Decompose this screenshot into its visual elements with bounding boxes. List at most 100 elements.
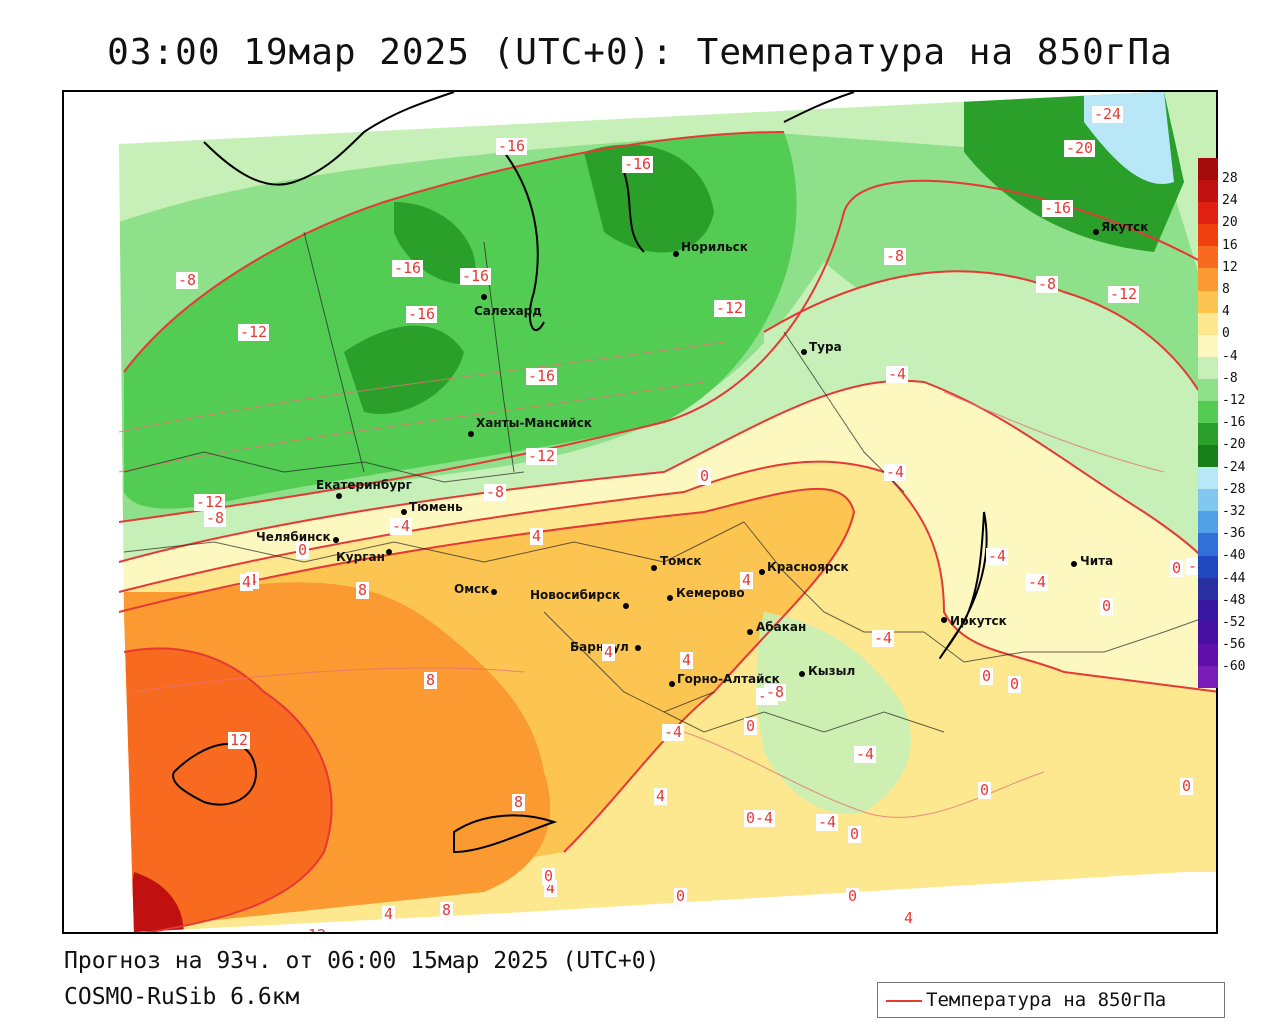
isotherm-label: -4	[816, 813, 839, 831]
colorbar-swatch	[1198, 665, 1218, 689]
colorbar-tick-label: -56	[1222, 637, 1246, 653]
isotherm-label: 0	[296, 541, 310, 559]
colorbar-tick-label: -36	[1222, 526, 1246, 542]
isotherm-label: 4	[740, 571, 754, 589]
colorbar-swatch	[1198, 621, 1218, 645]
isotherm-label: -16	[526, 367, 558, 385]
city-label: Тюмень	[409, 500, 463, 514]
colorbar-swatch	[1198, 246, 1218, 269]
isotherm-label: -4	[886, 365, 909, 383]
colorbar-swatch	[1198, 533, 1218, 556]
colorbar-tick-label: -52	[1222, 615, 1246, 630]
city-label: Курган	[336, 550, 385, 564]
city-label: Абакан	[756, 620, 807, 634]
city-label: Челябинск	[256, 530, 331, 544]
colorbar-tick-label: 0	[1222, 326, 1230, 342]
isotherm-label: 0	[1170, 559, 1184, 577]
colorbar-tick-label: -20	[1222, 437, 1246, 453]
isotherm-label: -24	[1092, 105, 1124, 123]
isotherm-label: -16	[406, 305, 438, 323]
isotherm-label: -4	[872, 629, 895, 647]
isotherm-label: -4	[390, 517, 413, 535]
isotherm-label: 0	[848, 825, 862, 843]
isotherm-label: 0	[1180, 777, 1194, 795]
colorbar-tick-label: 20	[1222, 215, 1238, 231]
city-label: Екатеринбург	[316, 478, 412, 492]
temperature-field	[119, 92, 1216, 932]
city-label: Барнаул	[570, 640, 629, 654]
colorbar-swatch	[1198, 489, 1218, 512]
isotherm-label: 8	[512, 793, 526, 811]
colorbar-tick-label: -40	[1222, 548, 1246, 564]
colorbar-tick-label: 4	[1222, 304, 1230, 320]
map-legend: Температура на 850гПа	[877, 982, 1225, 1018]
isotherm-label: -12	[714, 299, 746, 317]
city-label: Норильск	[681, 240, 748, 254]
isotherm-label: -20	[1064, 139, 1096, 157]
colorbar-swatch	[1198, 356, 1218, 380]
colorbar-swatch	[1198, 577, 1218, 601]
colorbar-tick-label: 16	[1222, 237, 1238, 253]
isotherm-label: 12	[228, 731, 251, 749]
isotherm-label: 4	[530, 527, 544, 545]
isotherm-label: -16	[460, 267, 492, 285]
colorbar-swatch	[1198, 202, 1218, 225]
city-label: Ханты-Мансийск	[476, 416, 592, 430]
colorbar-swatch	[1198, 378, 1218, 402]
forecast-info: Прогноз на 93ч. от 06:00 15мар 2025 (UTC…	[64, 948, 660, 974]
isotherm-label: 0-4	[744, 809, 776, 827]
isotherm-label: 0	[744, 717, 758, 735]
isotherm-label: -8	[176, 271, 199, 289]
isotherm-label: -8	[884, 247, 907, 265]
city-label: Красноярск	[767, 560, 849, 574]
colorbar-tick-label: -44	[1222, 570, 1246, 586]
colorbar-tick-label: -48	[1222, 592, 1246, 608]
isotherm-label: -16	[622, 155, 654, 173]
colorbar-swatch	[1198, 268, 1218, 291]
city-label: Салехард	[474, 304, 542, 318]
colorbar-swatch	[1198, 158, 1218, 181]
colorbar-tick-label: -24	[1222, 459, 1246, 475]
colorbar-swatch	[1198, 555, 1218, 579]
colorbar-swatch	[1198, 180, 1218, 203]
colorbar-tick-label: -32	[1222, 504, 1246, 519]
isotherm-label: -8	[1036, 275, 1059, 293]
colorbar-swatch	[1198, 400, 1218, 424]
colorbar-tick-label: -60	[1222, 659, 1246, 675]
city-label: Новосибирск	[530, 588, 621, 602]
city-label: Тура	[809, 340, 842, 354]
colorbar-tick-label: -4	[1222, 348, 1238, 364]
colorbar-swatch	[1198, 643, 1218, 667]
isotherm-label: -12	[526, 447, 558, 465]
colorbar-tick-label: -16	[1222, 415, 1246, 431]
city-label: Омск	[454, 582, 490, 596]
isotherm-label: -4	[1026, 573, 1049, 591]
city-label: Кемерово	[676, 586, 745, 600]
colorbar-swatch	[1198, 224, 1218, 247]
isotherm-label: -8	[484, 483, 507, 501]
model-name: COSMO-RuSib 6.6км	[64, 984, 300, 1010]
city-markers	[333, 229, 1099, 687]
isotherm-label: -4	[884, 463, 907, 481]
isotherm-label: 0	[542, 867, 556, 885]
isotherm-label: 8	[424, 671, 438, 689]
isotherm-label: -4	[986, 547, 1009, 565]
colorbar-swatch	[1198, 334, 1218, 358]
isotherm-label: 4	[602, 643, 616, 661]
isotherm-label: 4	[902, 909, 916, 927]
colorbar-tick-label: 28	[1222, 171, 1238, 186]
city-label: Иркутск	[950, 614, 1007, 628]
isotherm-label: 0	[980, 667, 994, 685]
colorbar-tick-label: 8	[1222, 282, 1230, 297]
isotherm-label: 4	[382, 905, 396, 923]
colorbar-swatch	[1198, 423, 1218, 446]
isotherm-label: -12	[194, 493, 226, 511]
isotherm-label: -16	[496, 137, 528, 155]
temperature-colorbar	[1198, 158, 1218, 689]
city-label: Томск	[660, 554, 702, 568]
isotherm-label: -8	[764, 683, 787, 701]
isotherm-label: 12	[306, 927, 329, 932]
coastline	[172, 92, 988, 854]
isotherm-label: -16	[392, 259, 424, 277]
isotherm-label: -12	[238, 323, 270, 341]
